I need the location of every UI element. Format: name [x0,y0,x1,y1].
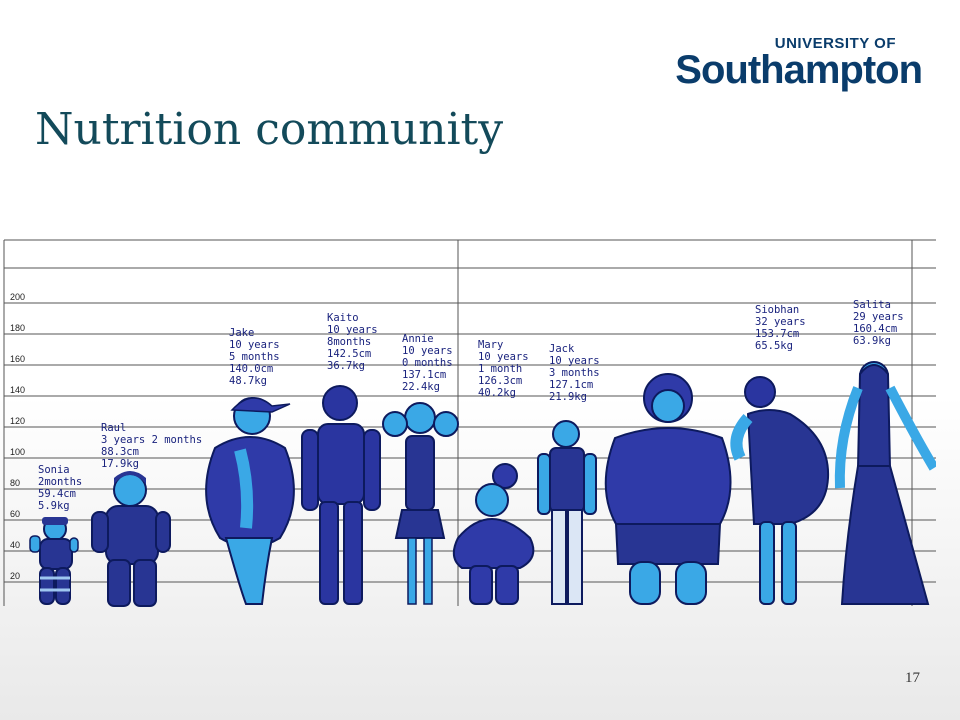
person-label-annie: Annie 10 years 0 months 137.1cm 22.4kg [402,333,453,393]
scale-tick-label: 140 [10,385,25,395]
person-label-mary: Mary 10 years 1 month 126.3cm 40.2kg [478,339,529,399]
figure-siobhan [730,376,830,605]
logo-university-of: UNIVERSITY OF [774,35,896,52]
figure-annie [382,402,459,605]
scale-tick-label: 120 [10,416,25,426]
scale-tick-label: 40 [10,540,20,550]
scale-tick-label: 20 [10,571,20,581]
person-label-kaito: Kaito 10 years 8months 142.5cm 36.7kg [327,312,378,372]
logo-southampton: Southampton [675,48,923,92]
slide-title: Nutrition community [35,104,504,155]
figure-sonia [29,517,79,605]
person-labels: Sonia 2months 59.4cm 5.9kg Raul 3 years 2 mon… [38,299,904,512]
figure-jake [205,397,295,605]
person-label-sonia: Sonia 2months 59.4cm 5.9kg [38,464,82,512]
figure-salita [834,361,936,605]
scale-tick-label: 100 [10,447,25,457]
person-label-jack: Jack 10 years 3 months 127.1cm 21.9kg [549,343,600,403]
scale-tick-label: 80 [10,478,20,488]
person-label-jake: Jake 10 years 5 months 140.0cm 48.7kg [229,327,280,387]
scale-tick-label: 200 [10,292,25,302]
scale-tick-labels: 200 180 160 140 120 100 80 60 40 20 [10,292,25,581]
person-label-siobhan: Siobhan 32 years 153.7cm 65.5kg [755,304,806,352]
figure-raul [91,471,171,607]
page-number: 17 [905,670,920,686]
scale-tick-label: 180 [10,323,25,333]
figure-large-woman [604,373,732,605]
height-chart-illustration: 200 180 160 140 120 100 80 60 40 20 [3,239,936,607]
figure-kaito [301,385,381,605]
figure-jack [537,420,597,605]
figure-mary [452,463,535,605]
scale-tick-label: 60 [10,509,20,519]
person-label-salita: Salita 29 years 160.4cm 63.9kg [853,299,904,347]
scale-tick-label: 160 [10,354,25,364]
person-label-raul: Raul 3 years 2 months 88.3cm 17.9kg [101,422,202,470]
university-logo: UNIVERSITY OF Southampton [675,35,923,92]
